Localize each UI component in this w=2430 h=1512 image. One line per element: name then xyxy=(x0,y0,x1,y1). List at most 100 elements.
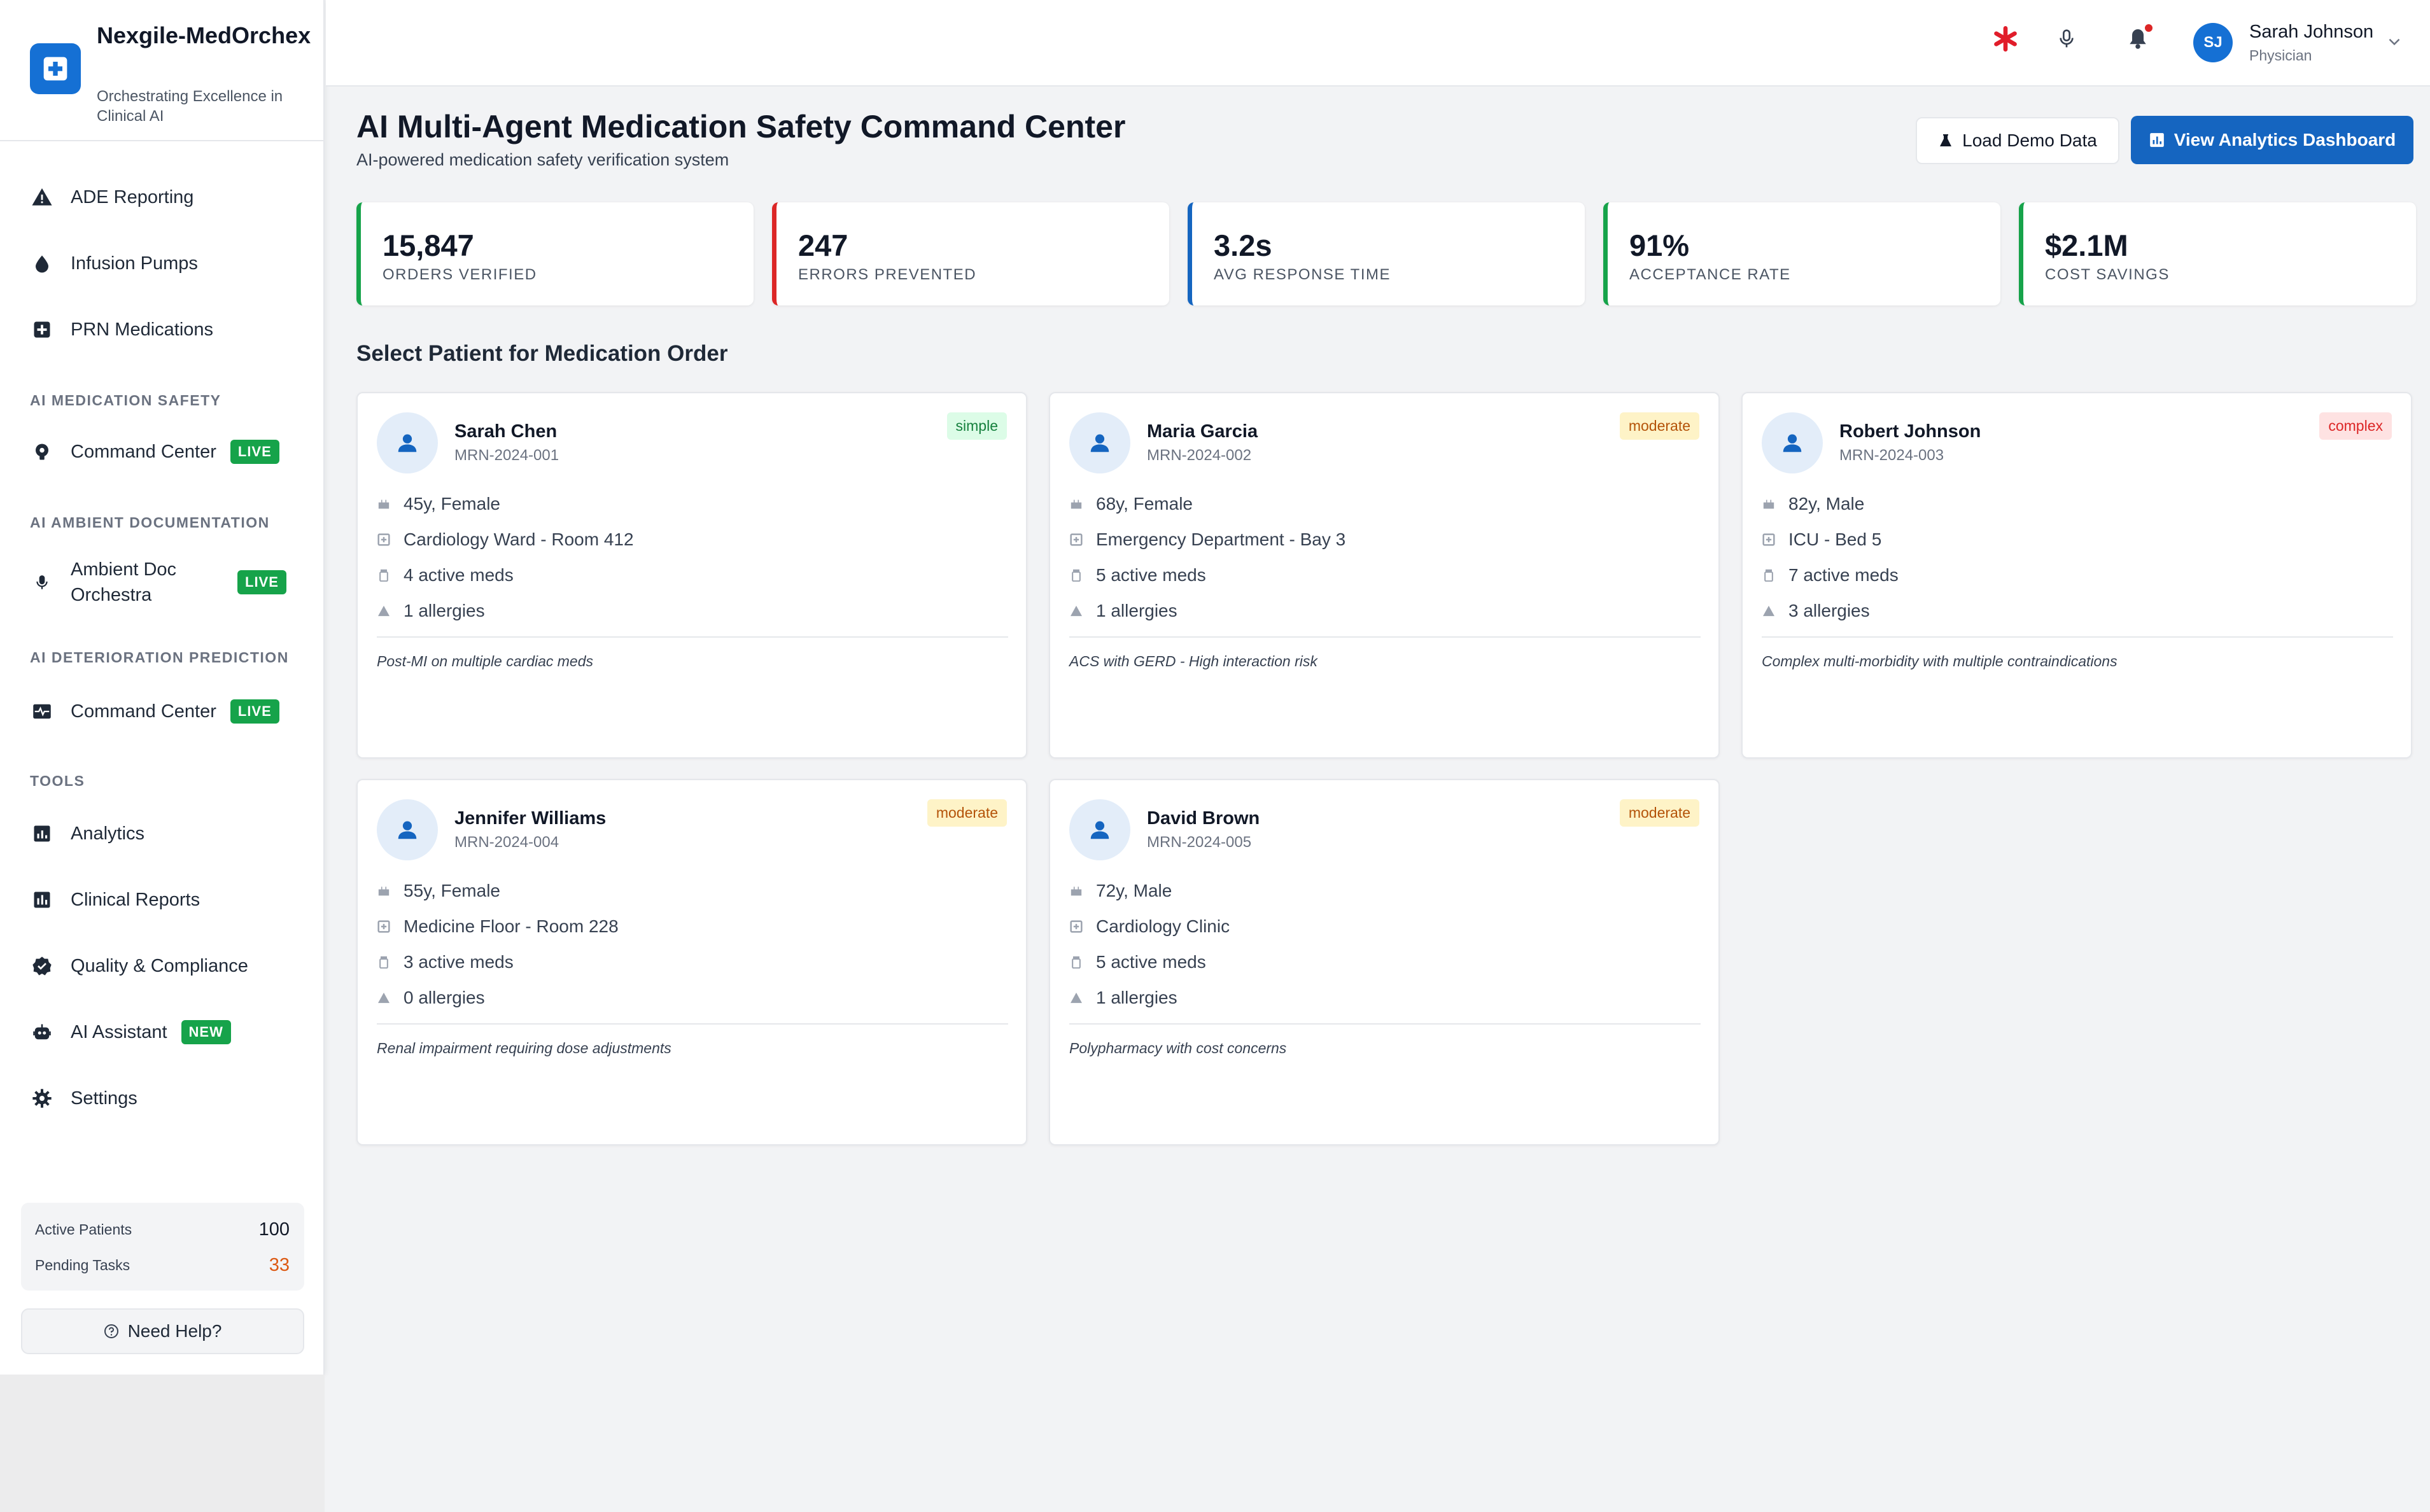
kpi-value: $2.1M xyxy=(2045,228,2128,262)
user-avatar[interactable]: SJ xyxy=(2193,23,2233,62)
medical-plus-logo-icon[interactable] xyxy=(30,43,81,94)
sidebar-item-ambient-doc-orchestra[interactable]: Ambient Doc Orchestra LIVE xyxy=(30,556,297,608)
warning-icon xyxy=(30,185,54,209)
sidebar-item-label: Command Center xyxy=(71,701,216,722)
sidebar-item-deterioration-command-center[interactable]: Command Center LIVE xyxy=(30,692,297,731)
sidebar-item-medication-command-center[interactable]: Command Center LIVE xyxy=(30,433,297,471)
sidebar-item-quality-compliance[interactable]: Quality & Compliance xyxy=(30,947,297,985)
need-help-button[interactable]: Need Help? xyxy=(21,1308,304,1354)
card-divider xyxy=(377,636,1008,638)
patient-allergies: 1 allergies xyxy=(1069,598,1693,624)
patient-allergies: 3 allergies xyxy=(1762,598,2385,624)
live-badge: LIVE xyxy=(230,440,279,464)
patient-demographics-text: 55y, Female xyxy=(404,881,500,900)
microphone-icon xyxy=(30,570,54,594)
active-patients-value: 100 xyxy=(258,1219,290,1240)
patient-card[interactable]: David Brown MRN-2024-005 moderate 72y, M… xyxy=(1049,779,1720,1145)
patient-mrn: MRN-2024-003 xyxy=(1839,447,1944,464)
patient-allergies-text: 1 allergies xyxy=(404,601,485,620)
sidebar-item-label: Clinical Reports xyxy=(71,889,200,910)
person-icon xyxy=(377,799,438,860)
active-patients-row: Active Patients 100 xyxy=(35,1217,290,1242)
patient-mrn: MRN-2024-001 xyxy=(454,447,559,464)
kpi-card-avg-response-time: 3.2s AVG RESPONSE TIME xyxy=(1188,202,1585,305)
sidebar-item-prn-medications[interactable]: PRN Medications xyxy=(30,311,297,349)
warning-icon xyxy=(377,604,391,618)
patient-name: Sarah Chen xyxy=(454,421,558,442)
card-divider xyxy=(1762,636,2393,638)
patient-location: Emergency Department - Bay 3 xyxy=(1069,527,1693,552)
patient-card[interactable]: Maria Garcia MRN-2024-002 moderate 68y, … xyxy=(1049,392,1720,759)
sidebar-item-analytics[interactable]: Analytics xyxy=(30,815,297,853)
bell-icon[interactable] xyxy=(2124,23,2154,52)
asterisk-icon[interactable] xyxy=(1992,25,2019,52)
patient-location: Cardiology Ward - Room 412 xyxy=(377,527,1001,552)
person-icon xyxy=(1069,412,1130,473)
person-age-icon xyxy=(377,884,391,898)
kpi-label: ERRORS PREVENTED xyxy=(798,266,977,283)
complexity-badge: complex xyxy=(2319,412,2392,440)
section-title-medication-safety: AI MEDICATION SAFETY xyxy=(30,392,221,409)
patient-allergies-text: 0 allergies xyxy=(404,988,485,1007)
live-badge: LIVE xyxy=(237,570,286,594)
patient-note: ACS with GERD - High interaction risk xyxy=(1069,653,1317,669)
patient-demographics: 68y, Female xyxy=(1069,491,1693,517)
patient-mrn: MRN-2024-005 xyxy=(1147,834,1252,851)
patient-demographics: 82y, Male xyxy=(1762,491,2385,517)
analytics-icon xyxy=(30,822,54,846)
pending-tasks-row: Pending Tasks 33 xyxy=(35,1252,290,1278)
hospital-icon xyxy=(377,920,391,934)
user-name[interactable]: Sarah Johnson xyxy=(2249,22,2374,42)
patient-card[interactable]: Robert Johnson MRN-2024-003 complex 82y,… xyxy=(1741,392,2412,759)
person-age-icon xyxy=(1069,497,1083,511)
verified-icon xyxy=(30,954,54,978)
patient-demographics-text: 45y, Female xyxy=(404,494,500,514)
patient-meds-text: 5 active meds xyxy=(1096,565,1206,585)
hospital-icon xyxy=(1069,533,1083,547)
monitor-heart-icon xyxy=(30,699,54,724)
patient-card[interactable]: Sarah Chen MRN-2024-001 simple 45y, Fema… xyxy=(356,392,1027,759)
sidebar-item-label: Ambient Doc Orchestra xyxy=(71,559,177,605)
sidebar-item-clinical-reports[interactable]: Clinical Reports xyxy=(30,881,297,919)
patient-note: Renal impairment requiring dose adjustme… xyxy=(377,1040,671,1056)
page-subtitle: AI-powered medication safety verificatio… xyxy=(356,150,729,169)
patient-location-text: ICU - Bed 5 xyxy=(1788,529,1882,549)
active-patients-label: Active Patients xyxy=(35,1221,132,1238)
sidebar-item-ade-reporting[interactable]: ADE Reporting xyxy=(30,178,297,216)
patient-meds-text: 3 active meds xyxy=(404,952,514,972)
chevron-down-icon[interactable] xyxy=(2387,34,2402,50)
patient-allergies-text: 1 allergies xyxy=(1096,988,1177,1007)
patient-location: ICU - Bed 5 xyxy=(1762,527,2385,552)
patient-mrn: MRN-2024-002 xyxy=(1147,447,1252,464)
medical-plus-icon xyxy=(30,318,54,342)
load-demo-data-button[interactable]: Load Demo Data xyxy=(1916,117,2119,164)
sidebar-item-label: Analytics xyxy=(71,823,145,844)
sidebar-item-label: Command Center xyxy=(71,441,216,462)
microphone-icon[interactable] xyxy=(2053,25,2080,52)
person-age-icon xyxy=(377,497,391,511)
sidebar-item-settings[interactable]: Settings xyxy=(30,1079,297,1117)
load-demo-data-label: Load Demo Data xyxy=(1962,130,2097,150)
patient-meds: 7 active meds xyxy=(1762,563,2385,588)
kpi-value: 15,847 xyxy=(383,228,474,262)
patient-demographics-text: 68y, Female xyxy=(1096,494,1193,514)
patient-note: Polypharmacy with cost concerns xyxy=(1069,1040,1287,1056)
sidebar-item-label: Infusion Pumps xyxy=(71,253,198,274)
patient-location: Cardiology Clinic xyxy=(1069,914,1693,939)
patient-location-text: Medicine Floor - Room 228 xyxy=(404,916,619,936)
medication-bottle-icon xyxy=(1762,568,1776,582)
patient-name: Jennifer Williams xyxy=(454,808,607,829)
patient-note: Complex multi-morbidity with multiple co… xyxy=(1762,653,2117,669)
card-divider xyxy=(1069,636,1701,638)
patient-card[interactable]: Jennifer Williams MRN-2024-004 moderate … xyxy=(356,779,1027,1145)
view-analytics-dashboard-button[interactable]: View Analytics Dashboard xyxy=(2131,116,2413,164)
kpi-label: ACCEPTANCE RATE xyxy=(1629,266,1791,283)
complexity-badge: moderate xyxy=(1619,412,1699,440)
sidebar-item-infusion-pumps[interactable]: Infusion Pumps xyxy=(30,244,297,283)
gear-icon xyxy=(30,1086,54,1110)
sidebar: Nexgile-MedOrchex Orchestrating Excellen… xyxy=(0,0,325,1375)
person-icon xyxy=(1069,799,1130,860)
sidebar-item-ai-assistant[interactable]: AI Assistant NEW xyxy=(30,1013,297,1051)
medication-bottle-icon xyxy=(1069,955,1083,969)
patient-meds-text: 7 active meds xyxy=(1788,565,1899,585)
